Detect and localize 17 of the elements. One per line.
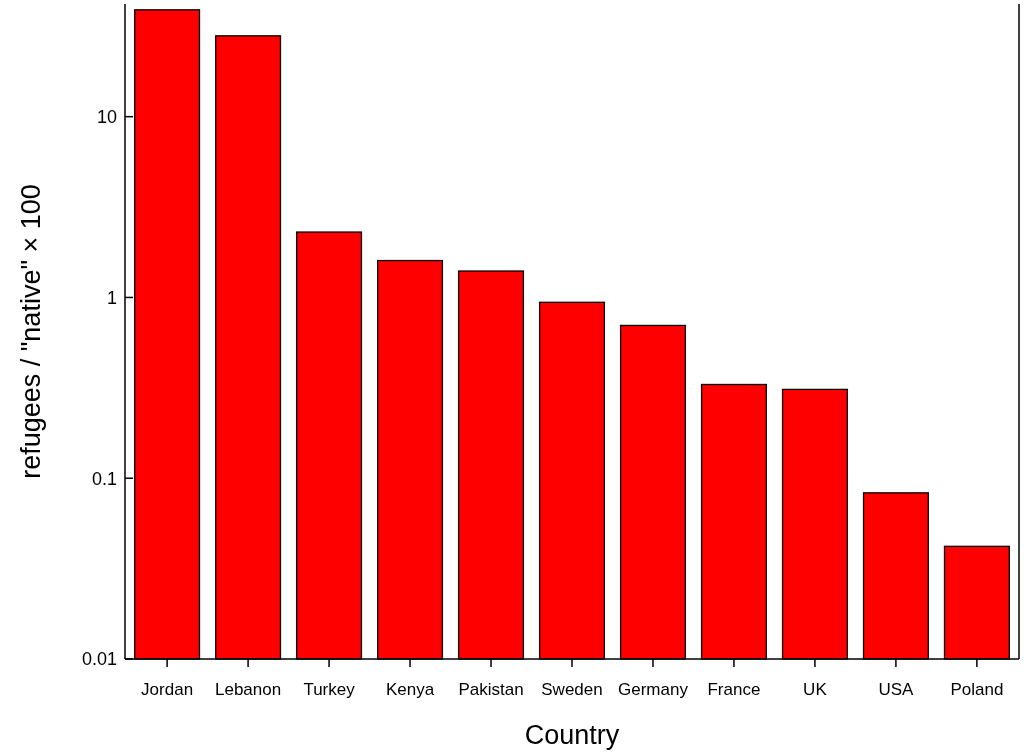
- x-tick-label: UK: [803, 680, 828, 699]
- x-tick-label: Germany: [618, 680, 689, 699]
- x-tick-label: Pakistan: [458, 680, 524, 699]
- x-tick-label: Lebanon: [214, 680, 282, 699]
- y-tick-label: 0.01: [81, 649, 117, 670]
- y-tick-label: 0.1: [91, 468, 117, 489]
- x-tick-label: Kenya: [385, 680, 435, 699]
- x-tick-label: Turkey: [303, 680, 356, 699]
- y-tick-label: 1: [106, 287, 117, 308]
- x-axis-title: Country: [524, 720, 620, 750]
- x-tick-label: Jordan: [141, 680, 194, 699]
- x-tick-label: Poland: [950, 680, 1004, 699]
- x-tick-label: USA: [878, 680, 915, 699]
- y-axis-title: refugees / "native" × 100: [16, 184, 46, 479]
- x-tick-label: Sweden: [541, 680, 603, 699]
- x-tick-label: France: [707, 680, 761, 699]
- y-tick-label: 10: [96, 106, 117, 127]
